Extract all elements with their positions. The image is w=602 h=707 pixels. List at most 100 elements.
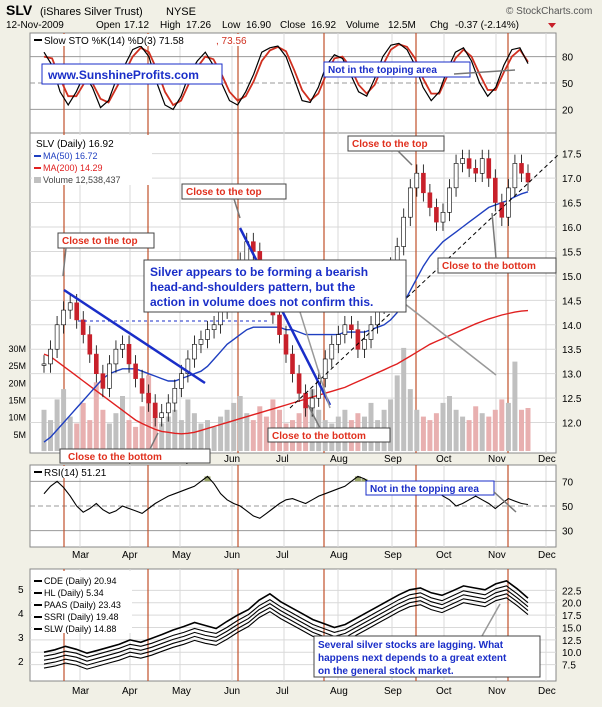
price-candle xyxy=(434,207,439,223)
price-tick-label: 14.5 xyxy=(562,296,582,307)
price-candle xyxy=(192,343,197,360)
quote-high-label: High xyxy=(160,20,181,31)
volume-bar xyxy=(309,389,315,451)
volume-bar xyxy=(492,409,498,452)
month-label: Dec xyxy=(538,686,556,697)
sto-topping-callout: Not in the topping area xyxy=(323,61,516,78)
month-label: Oct xyxy=(436,686,452,697)
header-source: © StockCharts.com xyxy=(506,6,592,17)
header-name: (iShares Silver Trust) xyxy=(40,6,143,18)
rsi-tick-label: 70 xyxy=(562,477,574,488)
volume-bar xyxy=(185,399,191,451)
support-line xyxy=(289,154,559,409)
callout-bottom-2-text: Close to the bottom xyxy=(272,431,366,442)
month-label: Oct xyxy=(436,454,452,465)
price-tick-label: 12.0 xyxy=(562,419,582,430)
volume-bar xyxy=(120,396,125,451)
legend-cde: CDE (Daily) 20.94 xyxy=(44,576,117,586)
legend-paas: PAAS (Daily) 23.43 xyxy=(44,600,121,610)
stocks-tick-label-right: 17.5 xyxy=(562,611,582,622)
rsi-tick-label: 50 xyxy=(562,502,574,513)
callout-top-2: Close to the top xyxy=(181,183,287,219)
callout-top-1: Close to the top xyxy=(57,232,155,277)
price-candle xyxy=(290,353,295,375)
rsi-topping-callout: Not in the topping area xyxy=(365,480,517,513)
stocks-tick-label-left: 5 xyxy=(18,585,24,596)
trend-lines xyxy=(63,154,559,409)
volume-bar xyxy=(126,420,132,451)
price-candle xyxy=(362,339,367,350)
volume-bar xyxy=(159,423,165,451)
price-candle xyxy=(512,163,518,189)
stocks-tick-label-right: 12.5 xyxy=(562,636,582,647)
rsi-topping-text: Not in the topping area xyxy=(370,484,479,495)
price-candle xyxy=(100,373,106,389)
price-candle xyxy=(479,158,485,174)
price-tick-label: 12.5 xyxy=(562,394,582,405)
price-candle xyxy=(335,334,341,345)
sto-legend-k: Slow STO %K(14) %D(3) 71.58 xyxy=(44,36,184,47)
stocks-tick-label-left: 3 xyxy=(18,633,24,644)
quote-chg: -0.37 (-2.14%) xyxy=(455,20,519,31)
volume-bar xyxy=(414,409,420,452)
month-label: Jul xyxy=(276,550,289,561)
volume-bar xyxy=(401,347,407,451)
price-legend: SLV (Daily) 16.92 MA(50) 16.72 MA(200) 1… xyxy=(32,135,152,185)
price-candle xyxy=(94,353,99,375)
volume-bar xyxy=(447,396,452,451)
month-label: May xyxy=(172,550,191,561)
legend-hl: HL (Daily) 5.34 xyxy=(44,588,104,598)
price-tick-label: 16.0 xyxy=(562,223,582,234)
price-candle xyxy=(453,163,459,189)
price-candle xyxy=(172,387,178,404)
volume-bar xyxy=(100,409,106,452)
volume-bar xyxy=(270,399,276,451)
volume-bar xyxy=(420,416,426,451)
volume-bar xyxy=(257,406,263,451)
sto-tick-label: 20 xyxy=(562,105,574,116)
stock-series-line xyxy=(43,589,529,662)
month-label: Oct xyxy=(436,550,452,561)
volume-bar xyxy=(486,416,492,451)
sto-tick-label: 50 xyxy=(562,79,574,90)
rsi-overbought-fill xyxy=(204,476,211,482)
website-text: www.SunshineProfits.com xyxy=(47,68,199,82)
volume-bar xyxy=(388,399,394,451)
quote-low: 16.90 xyxy=(246,20,271,31)
price-candle xyxy=(113,348,119,365)
volume-tick-label: 15M xyxy=(8,395,26,405)
trendline-head xyxy=(238,227,332,406)
price-candle xyxy=(506,187,511,218)
rsi-panel xyxy=(29,464,557,548)
legend-ssri: SSRI (Daily) 19.48 xyxy=(44,612,119,622)
price-candle xyxy=(519,163,524,174)
price-candle xyxy=(368,324,374,340)
price-candle xyxy=(283,334,289,355)
legend-slw: SLW (Daily) 14.88 xyxy=(44,624,116,634)
volume-bar xyxy=(237,396,243,451)
volume-bar xyxy=(211,426,217,451)
price-candle xyxy=(126,343,132,365)
callout-top-3-text: Close to the top xyxy=(352,139,428,150)
volume-tick-label: 30M xyxy=(8,344,26,354)
sto-topping-text: Not in the topping area xyxy=(328,65,437,76)
volume-bar xyxy=(433,413,439,451)
price-candle xyxy=(401,216,407,247)
price-candle xyxy=(120,343,125,350)
price-candle xyxy=(179,373,184,389)
rsi-legend: RSI(14) 51.21 xyxy=(32,466,122,479)
price-tick-label: 13.0 xyxy=(562,370,582,381)
price-tick-label: 14.0 xyxy=(562,321,582,332)
stocks-callout: Several silver stocks are lagging. What … xyxy=(313,603,541,678)
price-tick-label: 15.0 xyxy=(562,272,582,283)
price-candle xyxy=(466,158,472,169)
volume-bar xyxy=(172,409,178,452)
price-candle xyxy=(492,177,498,203)
volume-bar xyxy=(263,416,269,451)
volume-bar xyxy=(466,420,472,451)
price-candle xyxy=(185,358,191,374)
volume-bar xyxy=(80,402,86,451)
volume-bar xyxy=(74,423,80,451)
price-tick-label: 16.5 xyxy=(562,199,582,210)
